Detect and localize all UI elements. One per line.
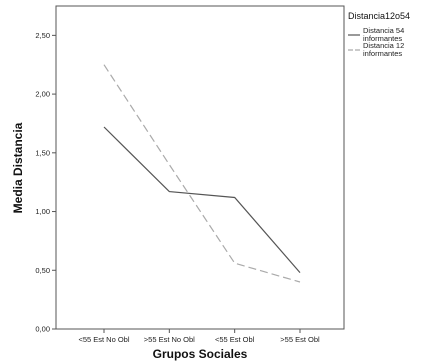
x-tick-label: >55 Est No Obl [144, 335, 195, 344]
legend-title: Distancia12o54 [348, 11, 410, 21]
x-tick-label: <55 Est No Obl [78, 335, 129, 344]
series-line-1 [103, 126, 301, 273]
y-tick-label: 1,50 [35, 148, 50, 157]
y-axis-title: Media Distancia [11, 122, 25, 213]
legend-label-1: Distancia 54 informantes [363, 26, 404, 43]
y-tick-label: 0,50 [35, 266, 50, 275]
legend-label-line: Distancia 54 [363, 26, 404, 35]
legend-label-line: informantes [363, 34, 402, 43]
x-tick-label: >55 Est Obl [280, 335, 320, 344]
y-tick-label: 2,50 [35, 31, 50, 40]
legend-label-line: Distancia 12 [363, 41, 404, 50]
series-line-2 [103, 64, 301, 283]
y-tick-label: 2,00 [35, 90, 50, 99]
x-tick-label: <55 Est Obl [215, 335, 255, 344]
legend: Distancia12o54 Distancia 54 informantesDi… [348, 11, 410, 58]
legend-label-2: Distancia 12 informantes [363, 41, 404, 58]
plot-frame [55, 5, 345, 330]
legend-label-line: informantes [363, 49, 402, 58]
y-tick-label: 1,00 [35, 207, 50, 216]
x-axis: <55 Est No Obl >55 Est No Obl <55 Est Obl >… [78, 329, 320, 344]
y-tick-label: 0,00 [35, 325, 50, 334]
y-axis: 0,00 0,50 1,00 1,50 2,00 2,50 [35, 31, 56, 334]
series-lines [103, 64, 301, 283]
x-axis-title: Grupos Sociales [153, 347, 248, 361]
